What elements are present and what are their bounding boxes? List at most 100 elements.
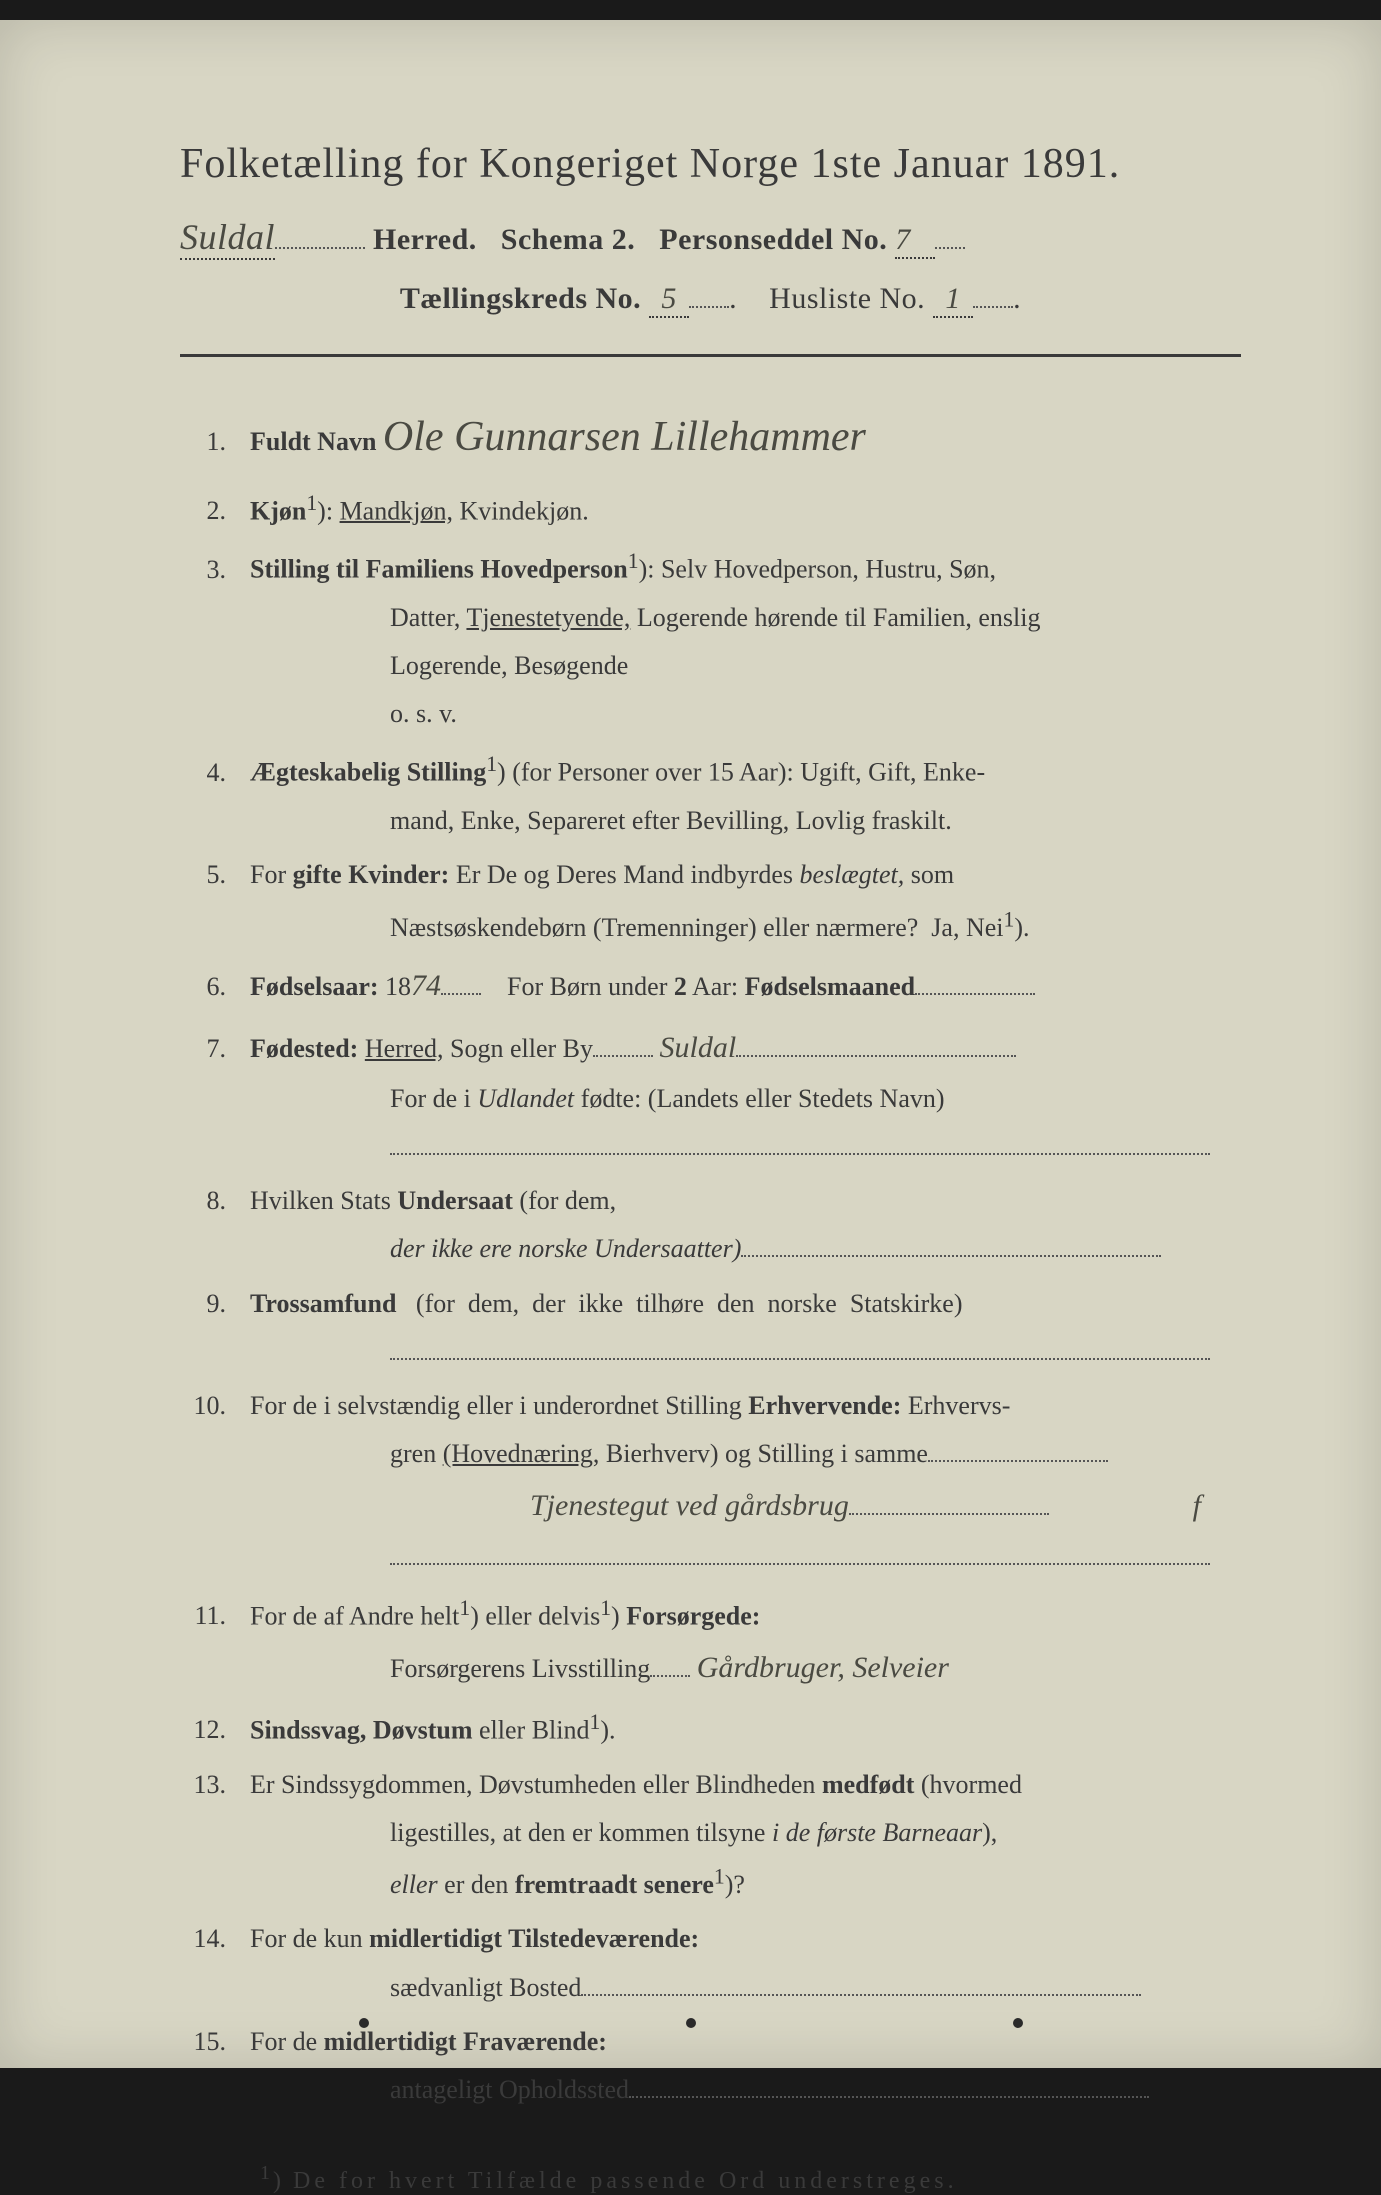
pre: For: [250, 860, 286, 889]
field-11: 11. For de af Andre helt1) eller delvis1…: [180, 1588, 1241, 1696]
label: Fødselsaar:: [250, 972, 379, 1001]
sup: 1: [628, 549, 639, 573]
schema-label: Schema 2.: [501, 223, 636, 256]
husliste-label: Husliste No.: [769, 282, 925, 315]
birthplace-type: Herred,: [365, 1034, 444, 1063]
field-content: For de i selvstændig eller i underordnet…: [250, 1382, 1241, 1582]
pre: For de af Andre helt: [250, 1601, 459, 1630]
field-content: Fødested: Herred, Sogn eller By Suldal F…: [250, 1020, 1241, 1172]
provider-value: Gårdbruger, Selveier: [697, 1651, 949, 1684]
field-content: For gifte Kvinder: Er De og Deres Mand i…: [250, 851, 1241, 952]
field-num: 9.: [180, 1280, 250, 1328]
sup: 1: [714, 1865, 725, 1889]
field-num: 3.: [180, 546, 250, 594]
taellingskreds-label: Tællingskreds No.: [400, 282, 641, 315]
line2: sædvanligt Bosted: [250, 1973, 581, 2002]
end: Forsørgede:: [626, 1601, 760, 1630]
personseddel-no: 7: [895, 223, 935, 259]
label: Fuldt Navn: [250, 427, 376, 456]
field-content: Kjøn1): Mandkjøn, Kvindekjøn.: [250, 483, 1241, 536]
census-form-page: Folketælling for Kongeriget Norge 1ste J…: [0, 20, 1381, 2068]
line3: eller er den fremtraadt senere1)?: [250, 1870, 745, 1899]
line4: o. s. v.: [250, 699, 457, 728]
field-list: 1. Fuldt Navn Ole Gunnarsen Lillehammer …: [180, 399, 1241, 2114]
field-content: Ægteskabelig Stilling1) (for Personer ov…: [250, 744, 1241, 845]
label: Fødested:: [250, 1034, 358, 1063]
line2: Forsørgerens Livsstilling Gårdbruger, Se…: [250, 1654, 949, 1683]
hole-icon: [1013, 2018, 1023, 2028]
field-content: For de kun midlertidigt Tilstedeværende:…: [250, 1915, 1241, 2011]
sup: 1: [590, 1710, 601, 1734]
foreign-dots: [390, 1153, 1210, 1155]
field-content: Trossamfund (for dem, der ikke tilhøre d…: [250, 1280, 1241, 1376]
label: Trossamfund: [250, 1289, 396, 1318]
field-num: 8.: [180, 1177, 250, 1225]
field-num: 2.: [180, 487, 250, 535]
line2-wrap: Datter, Tjenestetyende, Logerende hørend…: [250, 603, 1040, 632]
line2: Næstsøskendebørn (Tremenninger) eller næ…: [250, 913, 1030, 942]
field-6: 6. Fødselsaar: 1874 For Børn under 2 Aar…: [180, 958, 1241, 1014]
line2: antageligt Opholdssted: [250, 2075, 629, 2104]
field-5: 5. For gifte Kvinder: Er De og Deres Man…: [180, 851, 1241, 952]
month-label: Fødselsmaaned: [745, 972, 915, 1001]
birthplace-value: Suldal: [660, 1031, 737, 1064]
birth-year: 74: [411, 969, 441, 1002]
sup: 1: [486, 752, 497, 776]
footnote-text: De for hvert Tilfælde passende Ord under…: [293, 2168, 958, 2194]
field-num: 5.: [180, 851, 250, 899]
binding-holes: [0, 2018, 1381, 2028]
subtitle-line-1: Suldal Herred. Schema 2. Personseddel No…: [180, 216, 1241, 260]
footnote: 1) De for hvert Tilfælde passende Ord un…: [180, 2162, 1241, 2195]
line3: Logerende, Besøgende: [250, 651, 628, 680]
field-13: 13. Er Sindssygdommen, Døvstumheden elle…: [180, 1761, 1241, 1910]
field-content: For de midlertidigt Fraværende: antageli…: [250, 2018, 1241, 2114]
field-num: 11.: [180, 1592, 250, 1640]
provider-label: Forsørgerens Livsstilling: [390, 1654, 650, 1683]
field-num: 4.: [180, 749, 250, 797]
label: Stilling til Familiens Hovedperson: [250, 555, 628, 584]
husliste-no: 1: [933, 282, 973, 318]
header-divider: [180, 354, 1241, 357]
field-4: 4. Ægteskabelig Stilling1) (for Personer…: [180, 744, 1241, 845]
sup1: 1: [459, 1596, 470, 1620]
line2: For de i Udlandet fødte: (Landets eller …: [250, 1084, 945, 1113]
hole-icon: [686, 2018, 696, 2028]
field-3: 3. Stilling til Familiens Hovedperson1):…: [180, 541, 1241, 738]
full-name-value: Ole Gunnarsen Lillehammer: [383, 414, 866, 460]
field-content: Fuldt Navn Ole Gunnarsen Lillehammer: [250, 399, 1241, 477]
field-num: 6.: [180, 963, 250, 1011]
footnote-sup: 1: [260, 2162, 273, 2184]
field-content: Sindssvag, Døvstum eller Blind1).: [250, 1702, 1241, 1755]
field-num: 14.: [180, 1915, 250, 1963]
occupation-mark: f: [1193, 1478, 1201, 1534]
line2: gren (Hovednæring, Bierhverv) og Stillin…: [250, 1439, 928, 1468]
field-num: 1.: [180, 418, 250, 466]
field-1: 1. Fuldt Navn Ole Gunnarsen Lillehammer: [180, 399, 1241, 477]
mid: eller delvis: [485, 1601, 600, 1630]
line1: Selv Hovedperson, Hustru, Søn,: [661, 555, 996, 584]
herred-label: Herred.: [373, 223, 477, 256]
sup2: 1: [600, 1596, 611, 1620]
field-content: Stilling til Familiens Hovedperson1): Se…: [250, 541, 1241, 738]
field-num: 7.: [180, 1025, 250, 1073]
field-content: For de af Andre helt1) eller delvis1) Fo…: [250, 1588, 1241, 1696]
label: Sindssvag, Døvstum: [250, 1715, 473, 1744]
label: gifte Kvinder:: [293, 860, 450, 889]
line2: der ikke ere norske Undersaatter): [250, 1234, 741, 1263]
line2: mand, Enke, Separeret efter Bevilling, L…: [250, 806, 952, 835]
field-10: 10. For de i selvstændig eller i underor…: [180, 1382, 1241, 1582]
personseddel-label: Personseddel No.: [659, 223, 887, 256]
sup: 1: [1004, 907, 1015, 931]
occupation-value: Tjenestegut ved gårdsbrug: [390, 1489, 849, 1522]
text: eller Blind: [479, 1715, 589, 1744]
field-content: Hvilken Stats Undersaat (for dem, der ik…: [250, 1177, 1241, 1273]
label: Kjøn: [250, 496, 306, 525]
hole-icon: [359, 2018, 369, 2028]
field-2: 2. Kjøn1): Mandkjøn, Kvindekjøn.: [180, 483, 1241, 536]
year-prefix: 18: [385, 972, 411, 1001]
text: (for dem, der ikke tilhøre den norske St…: [416, 1289, 963, 1318]
line2: ligestilles, at den er kommen tilsyne i …: [250, 1818, 997, 1847]
field-num: 13.: [180, 1761, 250, 1809]
field-8: 8. Hvilken Stats Undersaat (for dem, der…: [180, 1177, 1241, 1273]
field-num: 12.: [180, 1706, 250, 1754]
